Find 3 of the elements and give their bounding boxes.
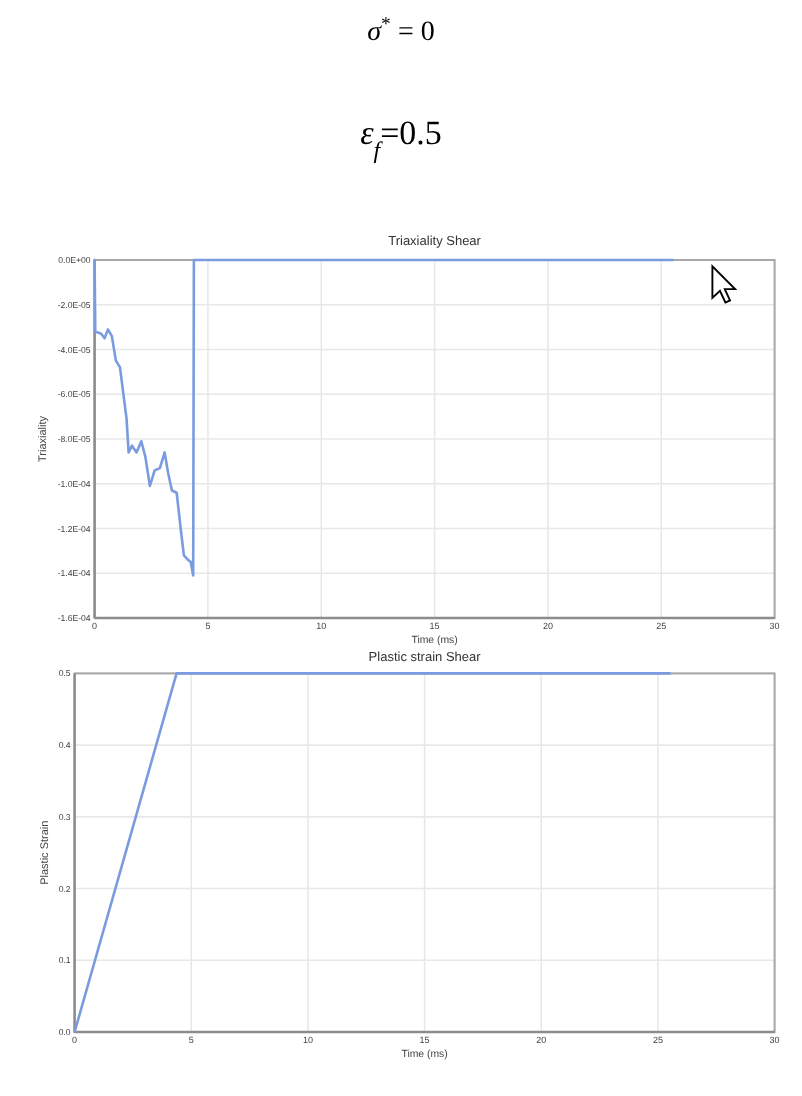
text: σ$^{*}$ = 0 xyxy=(367,13,435,48)
line-series xyxy=(93,258,674,577)
text: ε$_{f}$=0.5 xyxy=(360,114,442,164)
